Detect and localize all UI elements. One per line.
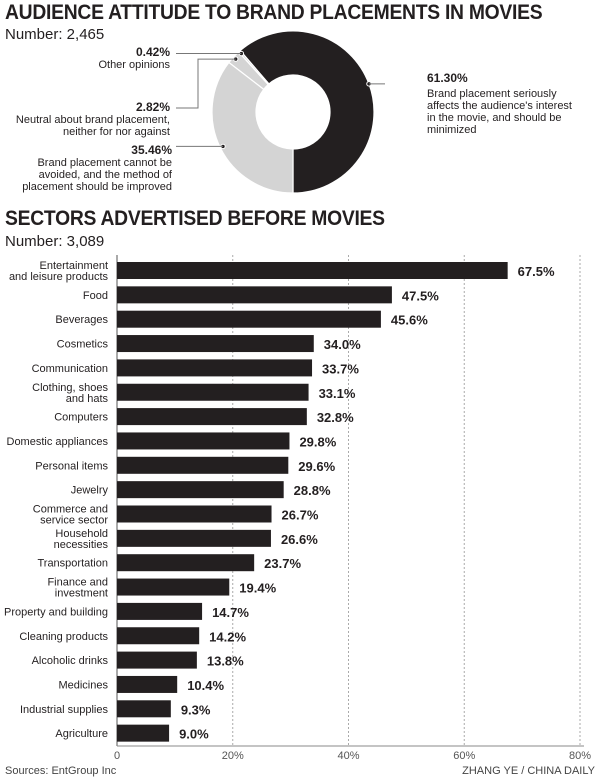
category-label: Alcoholic drinks	[32, 655, 109, 667]
category-label: service sector	[40, 515, 108, 527]
x-tick-label: 0	[114, 750, 120, 762]
category-label: Household	[55, 528, 108, 540]
bar-value-label: 23.7%	[264, 556, 301, 571]
x-tick-label: 80%	[569, 750, 591, 762]
bar-value-label: 26.7%	[282, 508, 319, 523]
bar	[117, 578, 230, 596]
bar-value-label: 32.8%	[317, 410, 354, 425]
slice-label-minimize: 61.30% Brand placement seriously affects …	[427, 71, 572, 137]
category-label: Clothing, shoes	[32, 382, 108, 394]
bar-value-label: 26.6%	[281, 532, 318, 547]
bar	[117, 505, 272, 523]
category-label: and leisure products	[9, 271, 109, 283]
bar-value-label: 13.8%	[207, 654, 244, 669]
bar	[117, 529, 271, 547]
pie-title: AUDIENCE ATTITUDE TO BRAND PLACEMENTS IN…	[5, 1, 543, 24]
slice-label-improve: 35.46% Brand placement cannot be avoided,…	[22, 143, 172, 194]
bar	[117, 456, 289, 474]
bar-subtitle: Number: 3,089	[5, 233, 105, 250]
bar	[117, 310, 381, 328]
bar	[117, 700, 171, 718]
category-label: Industrial supplies	[20, 704, 109, 716]
category-label: Domestic appliances	[7, 436, 109, 448]
bar	[117, 675, 178, 693]
bar	[117, 262, 508, 279]
credit: ZHANG YE / CHINA DAILY	[462, 765, 595, 777]
bar-value-label: 67.5%	[518, 264, 555, 279]
category-label: Jewelry	[71, 485, 109, 497]
x-tick-label: 40%	[337, 750, 359, 762]
bar	[117, 602, 203, 620]
x-tick-label: 60%	[453, 750, 475, 762]
bar	[117, 408, 307, 426]
category-label: Beverages	[55, 314, 108, 326]
bar	[117, 432, 290, 450]
bar-value-label: 45.6%	[391, 313, 428, 328]
category-label: Agriculture	[55, 728, 108, 740]
bar	[117, 651, 197, 669]
bar-value-label: 33.1%	[319, 386, 356, 401]
bar	[117, 383, 309, 401]
bar-value-label: 19.4%	[239, 581, 276, 596]
source-note: Sources: EntGroup Inc	[5, 765, 117, 777]
bar	[117, 627, 200, 645]
category-label: Communication	[32, 363, 108, 375]
x-tick-label: 20%	[222, 750, 244, 762]
category-label: Cleaning products	[19, 631, 108, 643]
category-label: and hats	[66, 393, 109, 405]
category-label: Finance and	[47, 577, 108, 589]
bar-value-label: 10.4%	[187, 678, 224, 693]
bar	[117, 554, 255, 572]
bar-value-label: 29.6%	[298, 459, 335, 474]
category-label: necessities	[54, 539, 109, 551]
slice-label-other: 0.42% Other opinions	[98, 45, 170, 72]
bar	[117, 335, 314, 353]
bar-value-label: 28.8%	[294, 483, 331, 498]
bar-value-label: 9.0%	[179, 727, 209, 742]
bar-title: SECTORS ADVERTISED BEFORE MOVIES	[5, 207, 385, 230]
bar-value-label: 9.3%	[181, 702, 211, 717]
category-label: Medicines	[58, 679, 108, 691]
category-label: Cosmetics	[57, 339, 109, 351]
category-label: investment	[55, 588, 108, 600]
donut-slice	[239, 30, 375, 194]
bar-value-label: 14.2%	[209, 629, 246, 644]
bar-value-label: 33.7%	[322, 361, 359, 376]
bar-value-label: 47.5%	[402, 288, 439, 303]
bar	[117, 359, 313, 377]
category-label: Commerce and	[33, 504, 108, 516]
category-label: Personal items	[35, 460, 108, 472]
category-label: Entertainment	[40, 260, 108, 272]
category-label: Property and building	[4, 606, 108, 618]
bar-value-label: 14.7%	[212, 605, 249, 620]
bar	[117, 286, 392, 304]
pie-subtitle: Number: 2,465	[5, 26, 105, 43]
leader-line	[176, 58, 236, 109]
donut-slice	[211, 61, 294, 194]
bar-value-label: 29.8%	[299, 434, 336, 449]
category-label: Transportation	[37, 558, 108, 570]
category-label: Food	[83, 290, 108, 302]
slice-label-neutral: 2.82% Neutral about brand placement, neit…	[15, 100, 170, 139]
bar-value-label: 34.0%	[324, 337, 361, 352]
category-label: Computers	[54, 412, 108, 424]
bar	[117, 481, 284, 499]
bar	[117, 724, 170, 742]
